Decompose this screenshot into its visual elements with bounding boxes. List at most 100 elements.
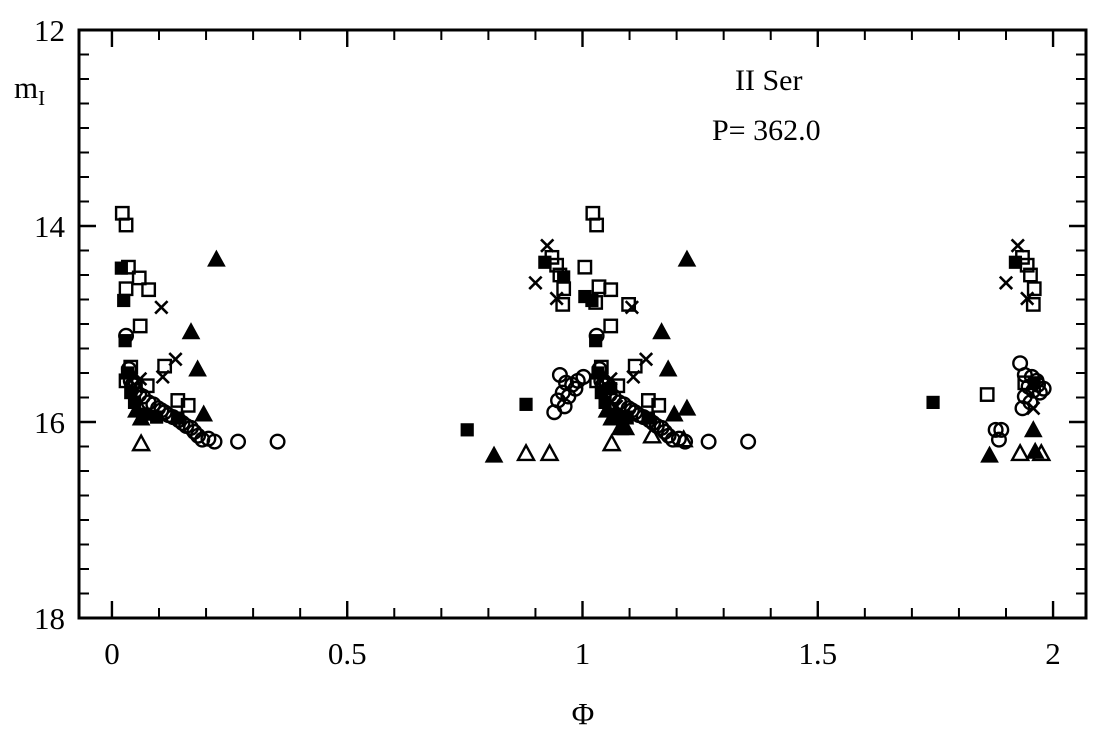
marker-open-square: [132, 318, 148, 334]
x-tick-label: 2: [1045, 636, 1061, 671]
marker-open-square: [131, 270, 147, 286]
x-tick-label: 0: [104, 636, 120, 671]
marker-open-circle: [546, 404, 563, 421]
marker-open-circle: [567, 380, 584, 397]
marker-open-square: [180, 397, 196, 413]
marker-open-circle: [206, 433, 223, 450]
marker-open-circle: [990, 431, 1007, 448]
marker-open-square: [1025, 297, 1041, 312]
marker-open-triangle: [601, 433, 622, 452]
marker-open-circle: [591, 361, 608, 378]
y-axis-tick-labels: 12 14 16 18: [34, 13, 66, 636]
annotation-star-name: II Ser: [735, 64, 802, 97]
marker-cross: [540, 238, 555, 253]
marker-open-triangle: [539, 442, 560, 462]
marker-open-triangle: [642, 425, 663, 444]
marker-open-square: [1026, 281, 1042, 297]
marker-filled-triangle: [616, 418, 636, 436]
x-axis-major-ticks: [110, 30, 1055, 618]
marker-filled-triangle: [181, 322, 201, 340]
marker-open-square: [555, 297, 571, 312]
marker-filled-triangle: [980, 445, 999, 463]
marker-cross: [624, 300, 640, 315]
series-open-triangle: [131, 425, 1052, 462]
marker-open-square: [603, 318, 619, 334]
marker-open-square: [170, 393, 186, 408]
y-tick-label: 14: [34, 209, 66, 244]
y-axis-title-subscript: I: [38, 86, 45, 110]
marker-cross: [603, 371, 618, 386]
marker-open-circle: [120, 361, 137, 378]
y-tick-label: 18: [34, 601, 65, 636]
marker-open-triangle: [516, 442, 537, 462]
marker-filled-square: [460, 423, 474, 437]
marker-open-square: [141, 282, 157, 298]
marker-filled-square: [538, 255, 552, 269]
marker-filled-triangle: [131, 408, 151, 426]
x-axis-title: Φ: [572, 696, 595, 731]
x-tick-label: 0.5: [328, 636, 367, 671]
marker-open-triangle: [673, 429, 694, 448]
marker-filled-triangle: [484, 445, 504, 463]
y-axis-title-base: m: [14, 70, 38, 105]
x-axis-tick-labels: 0 0.5 1 1.5 2: [104, 636, 1061, 671]
series-filled-triangle: [127, 249, 1045, 463]
marker-cross: [528, 275, 543, 290]
marker-open-square: [118, 217, 134, 233]
marker-open-circle: [660, 427, 677, 444]
marker-open-square: [589, 217, 605, 233]
marker-open-circle: [118, 327, 135, 344]
y-tick-label: 16: [34, 405, 65, 440]
marker-cross: [549, 291, 564, 306]
marker-open-circle: [993, 421, 1010, 438]
marker-cross: [154, 300, 169, 315]
marker-open-circle: [1014, 400, 1031, 417]
y-axis-major-ticks: [79, 28, 1086, 620]
marker-open-square: [157, 358, 173, 374]
marker-filled-triangle: [677, 398, 697, 416]
marker-open-circle: [575, 368, 592, 385]
marker-open-triangle: [1031, 442, 1052, 462]
marker-open-square: [1023, 267, 1038, 283]
marker-cross: [1020, 291, 1035, 306]
marker-filled-square: [1008, 255, 1023, 269]
marker-filled-triangle: [602, 408, 622, 426]
marker-cross: [155, 369, 170, 385]
marker-open-square: [577, 259, 593, 275]
x-tick-label: 1.5: [798, 636, 837, 671]
marker-filled-square: [557, 270, 571, 284]
marker-open-circle: [174, 414, 191, 431]
marker-open-square: [979, 387, 995, 402]
marker-filled-triangle: [652, 322, 671, 340]
marker-open-triangle: [131, 433, 152, 452]
marker-cross: [638, 352, 654, 367]
marker-filled-triangle: [677, 249, 697, 267]
marker-cross: [168, 352, 183, 367]
marker-open-circle: [156, 404, 173, 421]
marker-open-circle: [230, 433, 247, 450]
data-point-markers: [114, 205, 1052, 463]
marker-open-circle: [987, 421, 1004, 438]
marker-open-triangle: [1010, 442, 1031, 462]
marker-open-square: [603, 282, 619, 298]
marker-cross: [998, 275, 1014, 290]
marker-cross: [1026, 401, 1041, 416]
marker-filled-triangle: [194, 404, 214, 422]
series-cross: [123, 238, 1041, 416]
marker-cross: [133, 371, 148, 386]
marker-open-square: [651, 397, 667, 413]
y-axis-minor-ticks: [79, 53, 1086, 595]
x-tick-label: 1: [575, 636, 591, 671]
marker-cross: [609, 399, 624, 414]
marker-filled-square: [114, 261, 128, 275]
marker-open-circle: [700, 433, 717, 450]
marker-filled-triangle: [188, 359, 207, 377]
marker-open-circle: [269, 433, 286, 450]
x-axis-minor-ticks: [157, 30, 1008, 618]
annotation-period: P= 362.0: [712, 114, 821, 147]
marker-filled-triangle: [1023, 420, 1043, 438]
marker-open-circle: [1031, 384, 1048, 401]
